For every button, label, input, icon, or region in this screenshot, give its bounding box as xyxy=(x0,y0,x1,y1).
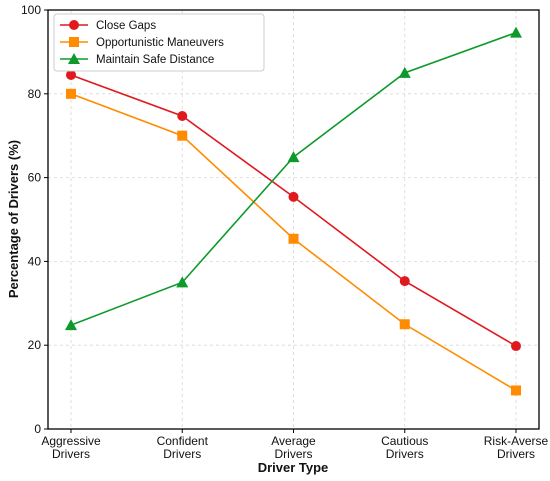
series-0-point xyxy=(177,111,188,122)
y-axis-label: Percentage of Drivers (%) xyxy=(6,140,21,298)
x-tick-label: Average Drivers xyxy=(271,434,316,461)
legend-marker xyxy=(69,20,79,30)
legend-marker xyxy=(68,53,80,64)
y-tick-label: 80 xyxy=(28,87,42,101)
series-1-point xyxy=(511,385,521,396)
x-tick-label-line: Drivers xyxy=(497,447,535,461)
y-tick-label: 0 xyxy=(34,422,41,436)
series-1-point xyxy=(177,130,188,141)
series-2-point xyxy=(287,151,300,163)
legend-label: Opportunistic Maneuvers xyxy=(96,37,224,49)
x-tick-label-line: Confident xyxy=(157,434,209,448)
x-tick-label-line: Aggressive xyxy=(41,434,101,448)
series-2-point xyxy=(65,319,77,331)
x-tick-label: Aggressive Drivers xyxy=(41,434,101,461)
y-tick-label: 40 xyxy=(28,254,42,268)
y-axis-ticks: 0 20 40 60 80 100 xyxy=(21,3,48,436)
x-tick-label-line: Drivers xyxy=(52,447,90,461)
legend: Close Gaps Opportunistic Maneuvers Maintai… xyxy=(53,13,265,72)
x-tick-label-line: Risk-Averse xyxy=(484,434,549,448)
y-tick-label: 60 xyxy=(28,171,42,185)
x-axis-label: Driver Type xyxy=(258,460,329,475)
series-1-point xyxy=(288,233,299,244)
grid xyxy=(48,9,539,430)
series-0-point xyxy=(511,341,521,352)
series-2-point xyxy=(176,276,189,288)
x-tick-label-line: Drivers xyxy=(163,447,201,461)
series-0-point xyxy=(288,191,299,202)
x-tick-label-line: Cautious xyxy=(381,434,428,448)
legend-label: Maintain Safe Distance xyxy=(96,54,214,66)
legend-label: Close Gaps xyxy=(96,20,156,32)
x-tick-label: Risk-Averse Drivers xyxy=(484,434,549,461)
x-tick-label-line: Drivers xyxy=(275,447,313,461)
series-0-point xyxy=(399,276,410,287)
series-1-point xyxy=(66,88,76,99)
y-tick-label: 20 xyxy=(28,338,42,352)
series-2-point xyxy=(510,26,522,38)
series-0-point xyxy=(66,69,76,80)
legend-marker xyxy=(69,37,79,47)
x-tick-label-line: Average xyxy=(271,434,316,448)
legend-box xyxy=(53,13,265,72)
y-tick-label: 100 xyxy=(21,3,41,17)
series-1-point xyxy=(399,319,410,330)
x-tick-label: Confident Drivers xyxy=(157,434,209,461)
x-tick-label: Cautious Drivers xyxy=(381,434,428,461)
series-2-point xyxy=(398,66,411,78)
x-tick-label-line: Drivers xyxy=(386,447,424,461)
series-group xyxy=(65,26,522,396)
